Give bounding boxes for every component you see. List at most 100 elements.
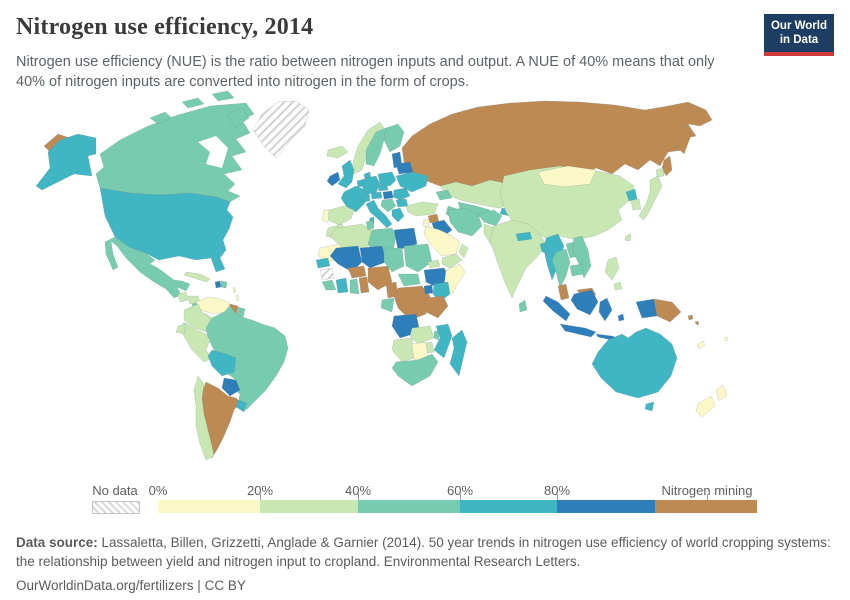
country-ecuador[interactable] [175, 323, 187, 335]
country-finland[interactable] [383, 123, 405, 153]
country-iran[interactable] [447, 207, 483, 237]
country-indonesia-sumatra[interactable] [542, 295, 571, 322]
country-new-zealand-north[interactable] [715, 384, 728, 402]
country-united-kingdom[interactable] [337, 159, 355, 189]
country-india[interactable] [489, 219, 547, 299]
country-japan-hokkaido[interactable] [655, 167, 665, 178]
country-sweden[interactable] [365, 127, 387, 167]
country-lesser-antilles-2[interactable] [235, 294, 240, 302]
country-ivory-coast[interactable] [335, 277, 349, 294]
country-russia-kamchatka[interactable] [675, 123, 691, 155]
country-solomon-2[interactable] [694, 320, 700, 326]
owid-url-line[interactable]: OurWorldinData.org/fertilizers | CC BY [16, 578, 246, 594]
country-burkina-faso[interactable] [347, 265, 367, 279]
country-namibia[interactable] [391, 337, 415, 363]
country-canada-island3[interactable] [211, 90, 235, 102]
country-thailand[interactable] [551, 248, 571, 289]
country-gabon-congo[interactable] [380, 297, 395, 313]
country-indonesia-borneo[interactable] [570, 289, 599, 316]
country-niger[interactable] [359, 245, 387, 269]
country-australia[interactable] [591, 327, 678, 399]
country-cuba[interactable] [183, 271, 211, 283]
country-solomon-1[interactable] [687, 314, 694, 321]
country-indonesia-maluku[interactable] [617, 313, 625, 322]
country-australia-tasmania[interactable] [644, 401, 655, 412]
country-guatemala[interactable] [177, 291, 189, 303]
country-afghanistan[interactable] [477, 209, 503, 227]
country-paraguay[interactable] [221, 377, 241, 397]
country-philippines-luzon[interactable] [604, 256, 620, 281]
country-turkey[interactable] [405, 201, 439, 217]
country-central-african-republic[interactable] [397, 273, 421, 287]
country-senegal[interactable] [315, 257, 331, 269]
country-nepal[interactable] [515, 231, 533, 242]
country-tunisia[interactable] [365, 219, 375, 231]
country-chile[interactable] [193, 375, 215, 461]
country-malaysia-peninsula[interactable] [557, 283, 570, 301]
country-egypt[interactable] [393, 227, 418, 251]
legend-segment-0-20[interactable] [158, 500, 260, 513]
country-romania[interactable] [392, 187, 411, 201]
country-haiti[interactable] [214, 280, 222, 289]
country-canada-island2[interactable] [181, 97, 205, 109]
country-canada-island1[interactable] [149, 111, 173, 125]
country-switzerland[interactable] [361, 194, 371, 203]
country-greenland[interactable] [252, 100, 310, 159]
country-lesser-antilles-1[interactable] [232, 286, 237, 294]
country-new-zealand-south[interactable] [695, 395, 716, 418]
country-indonesia-java[interactable] [559, 323, 597, 338]
legend-segment-80-100[interactable] [557, 500, 655, 513]
country-south-africa[interactable] [391, 353, 439, 387]
legend-segment-mining[interactable] [655, 500, 757, 513]
country-indonesia-west-papua[interactable] [635, 298, 658, 319]
country-canada-baffin[interactable] [226, 107, 250, 129]
country-dominican-republic[interactable] [220, 280, 228, 289]
country-zambia[interactable] [409, 325, 435, 345]
country-portugal[interactable] [321, 209, 330, 224]
country-new-caledonia[interactable] [696, 340, 706, 350]
country-france[interactable] [340, 185, 371, 213]
country-madagascar[interactable] [449, 329, 468, 377]
legend-segment-20-40[interactable] [260, 500, 358, 513]
legend-no-data-swatch[interactable] [92, 501, 140, 514]
country-greece[interactable] [391, 207, 405, 223]
country-fiji[interactable] [723, 336, 729, 342]
country-papua-new-guinea[interactable] [653, 298, 682, 323]
country-uganda[interactable] [423, 284, 434, 295]
country-mongolia[interactable] [537, 165, 597, 188]
country-mozambique[interactable] [433, 323, 453, 359]
country-poland[interactable] [377, 171, 397, 187]
country-balkans[interactable] [380, 198, 397, 213]
country-yemen[interactable] [441, 253, 463, 269]
country-tanzania[interactable] [425, 295, 449, 319]
country-hungary[interactable] [382, 190, 394, 200]
country-vietnam[interactable] [571, 235, 592, 279]
country-indonesia-sulawesi[interactable] [598, 297, 613, 322]
country-chad[interactable] [383, 247, 405, 273]
legend-segment-40-60[interactable] [358, 500, 460, 513]
country-ghana[interactable] [349, 278, 360, 295]
country-bolivia[interactable] [207, 349, 237, 377]
country-ireland[interactable] [326, 171, 341, 187]
country-mexico[interactable] [104, 236, 191, 299]
country-oman[interactable] [458, 243, 469, 259]
country-sierra-leone-liberia[interactable] [321, 279, 337, 291]
country-guinea[interactable] [319, 267, 335, 281]
country-south-korea[interactable] [630, 198, 642, 211]
country-philippines-mindanao[interactable] [613, 281, 623, 291]
country-spain[interactable] [324, 205, 355, 226]
country-venezuela[interactable] [195, 296, 231, 315]
country-alaska[interactable] [35, 133, 97, 191]
country-russia-sakhalin[interactable] [661, 155, 673, 177]
country-belarus[interactable] [395, 161, 414, 175]
country-sudan[interactable] [403, 243, 433, 273]
country-japan[interactable] [638, 175, 663, 221]
owid-logo[interactable]: Our World in Data [764, 14, 834, 57]
country-iceland[interactable] [326, 145, 349, 159]
country-united-states[interactable] [99, 187, 234, 273]
country-austria[interactable] [370, 191, 383, 200]
country-caucasus[interactable] [435, 189, 453, 201]
country-togo-benin[interactable] [358, 276, 370, 294]
country-uruguay[interactable] [235, 399, 248, 413]
country-sri-lanka[interactable] [518, 299, 528, 313]
